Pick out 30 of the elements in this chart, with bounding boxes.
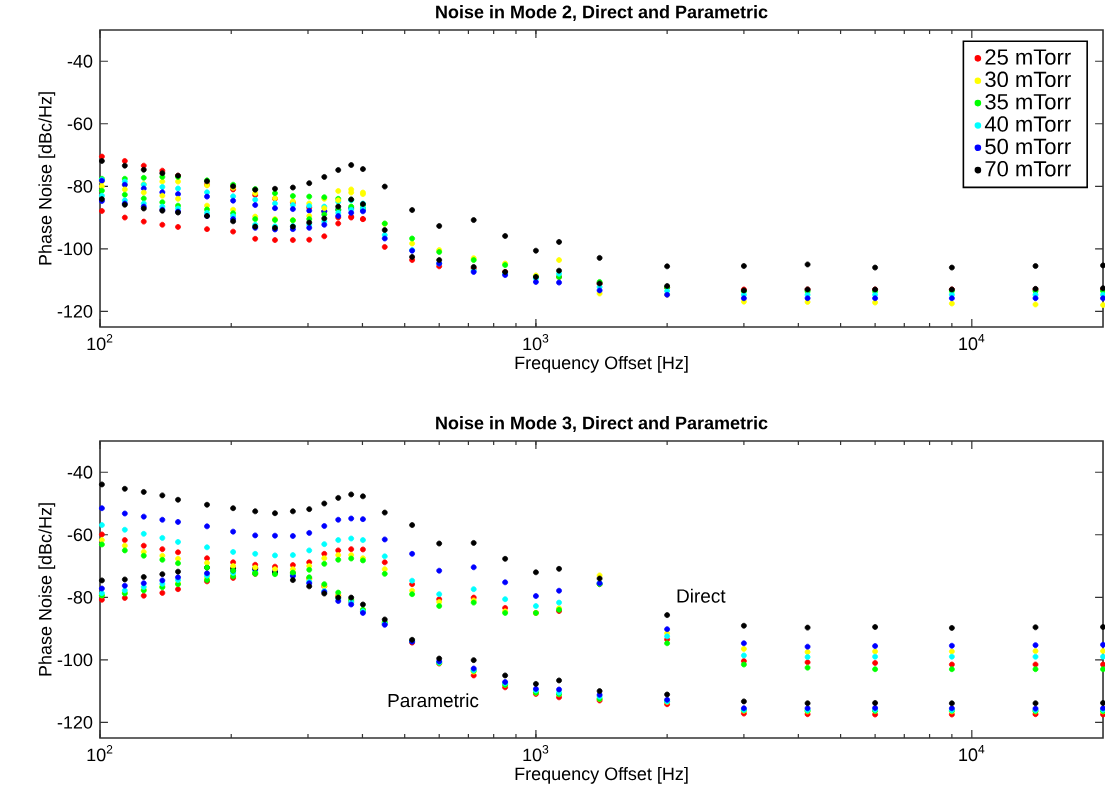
legend-label: 50 mTorr (985, 138, 1071, 155)
x-tick-label: 10$^{2}$ (87, 745, 113, 762)
y-tick-label: -100 (57, 242, 93, 256)
y-tick-label: -40 (67, 465, 93, 479)
legend-label: 70 mTorr (985, 161, 1071, 177)
y-tick-label: -80 (67, 590, 93, 604)
legend-label: 30 mTorr (985, 71, 1071, 88)
y-tick-label: -60 (67, 528, 93, 542)
x-axis-title: Frequency Offset [Hz] (515, 355, 688, 373)
annotation: Direct (677, 588, 726, 603)
x-tick-label: 10$^{2}$ (87, 334, 113, 351)
annotation: Parametric (388, 693, 479, 708)
legend-label: 25 mTorr (985, 49, 1071, 65)
chart-title: Noise in Mode 3, Direct and Parametric (436, 416, 768, 432)
y-tick-label: -40 (67, 54, 93, 68)
y-tick-label: -60 (67, 117, 93, 131)
x-tick-label: 10$^{3}$ (523, 334, 549, 351)
y-tick-label: -100 (57, 653, 93, 667)
x-tick-label: 10$^{3}$ (523, 745, 549, 762)
x-tick-label: 10$^{4}$ (959, 334, 985, 351)
x-tick-label: 10$^{4}$ (959, 745, 985, 762)
x-axis-title: Frequency Offset [Hz] (515, 766, 688, 784)
chart-title: Noise in Mode 2, Direct and Parametric (436, 5, 768, 21)
y-axis-title: Phase Noise [dBc/Hz] (38, 92, 56, 265)
y-tick-label: -120 (57, 715, 93, 729)
legend-label: 40 mTorr (984, 116, 1071, 132)
legend-label: 35 mTorr (985, 93, 1071, 110)
y-tick-label: -80 (67, 179, 93, 193)
y-tick-label: -120 (57, 304, 93, 318)
y-axis-title: Phase Noise [dBc/Hz] (38, 503, 56, 676)
